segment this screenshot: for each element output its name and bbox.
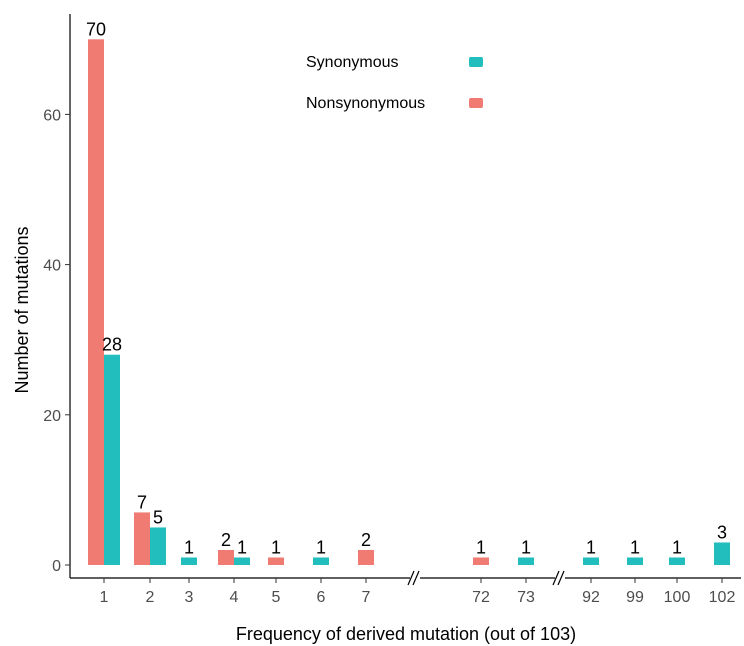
x-tick-label: 4 — [230, 589, 239, 606]
bar-synonymous — [518, 557, 534, 565]
bar-synonymous — [583, 557, 599, 565]
bar-synonymous — [313, 557, 329, 565]
axis-break-mark — [557, 570, 565, 586]
bar-synonymous — [150, 527, 166, 565]
x-tick-label: 6 — [317, 589, 326, 606]
x-tick-label: 7 — [362, 589, 371, 606]
x-tick-label: 5 — [272, 589, 281, 606]
x-tick-label: 99 — [626, 589, 644, 606]
data-label: 1 — [476, 537, 486, 557]
axis-break-mark — [407, 570, 415, 586]
data-label: 28 — [102, 335, 122, 355]
bar-nonsynonymous — [358, 549, 374, 565]
y-axis: 0 20 40 60 — [43, 14, 71, 578]
data-label: 1 — [316, 537, 326, 557]
y-axis-title: Number of mutations — [12, 226, 32, 393]
x-tick-label: 1 — [100, 589, 109, 606]
data-label: 1 — [586, 537, 596, 557]
legend: Synonymous Nonsynonymous — [306, 54, 483, 112]
data-label: 1 — [672, 537, 682, 557]
data-label: 1 — [630, 537, 640, 557]
data-label: 1 — [271, 537, 281, 557]
bar-synonymous — [669, 557, 685, 565]
data-label: 1 — [184, 537, 194, 557]
bar-synonymous — [104, 354, 120, 565]
y-tick-label: 40 — [43, 258, 61, 275]
legend-label: Synonymous — [306, 54, 399, 71]
axis-break-mark — [552, 570, 560, 586]
data-label: 3 — [717, 522, 727, 542]
bar-nonsynonymous — [88, 39, 104, 566]
bar-synonymous — [714, 542, 730, 565]
x-axis-title: Frequency of derived mutation (out of 10… — [236, 624, 576, 644]
x-tick-label: 3 — [185, 589, 194, 606]
x-tick-label: 2 — [146, 589, 155, 606]
data-label: 1 — [521, 537, 531, 557]
data-label: 2 — [221, 530, 231, 550]
y-tick-label: 20 — [43, 408, 61, 425]
bar-synonymous — [627, 557, 643, 565]
legend-label: Nonsynonymous — [306, 95, 425, 112]
bar-synonymous — [181, 557, 197, 565]
axis-break-mark — [412, 570, 420, 586]
x-tick-label: 73 — [517, 589, 535, 606]
bar-nonsynonymous — [134, 512, 150, 565]
y-tick-label: 0 — [52, 558, 61, 575]
x-tick-label: 92 — [582, 589, 600, 606]
legend-key-synonymous — [469, 57, 483, 67]
bar-nonsynonymous — [218, 549, 234, 565]
x-tick-label: 100 — [664, 589, 691, 606]
data-label: 2 — [361, 530, 371, 550]
y-tick-label: 60 — [43, 107, 61, 124]
bar-nonsynonymous — [473, 557, 489, 565]
data-label: 1 — [237, 537, 247, 557]
x-tick-label: 72 — [472, 589, 490, 606]
bar-nonsynonymous — [268, 557, 284, 565]
bars — [88, 39, 730, 566]
data-label: 70 — [86, 19, 106, 39]
x-axis: 1 2 3 4 5 6 7 72 73 92 99 100 102 — [70, 570, 741, 606]
data-label: 7 — [137, 492, 147, 512]
data-label: 5 — [153, 507, 163, 527]
bar-synonymous — [234, 557, 250, 565]
x-tick-label: 102 — [709, 589, 736, 606]
legend-key-nonsynonymous — [469, 98, 483, 108]
